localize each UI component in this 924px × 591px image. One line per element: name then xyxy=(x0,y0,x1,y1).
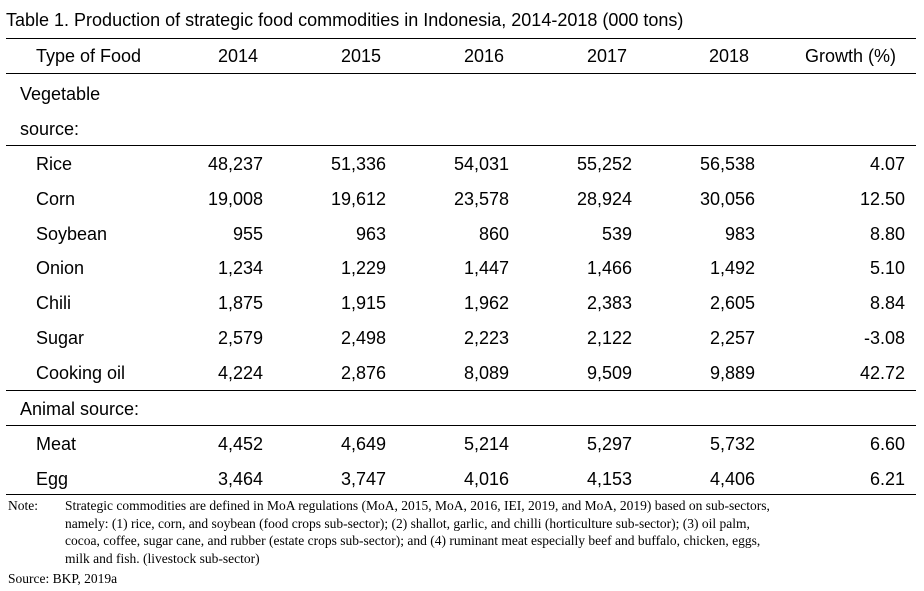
section-label-animal: Animal source: xyxy=(20,399,140,419)
table-cell: 860 xyxy=(478,224,509,244)
column-header: 2016 xyxy=(464,46,505,66)
table-cell: 1,875 xyxy=(217,293,263,313)
section-rule xyxy=(6,425,916,426)
table-cell: 8.80 xyxy=(869,224,905,244)
note-line: cocoa, coffee, sugar cane, and rubber (e… xyxy=(65,533,761,548)
table-cell: 56,538 xyxy=(699,154,755,174)
table-cell: 5,732 xyxy=(709,434,755,454)
top-rule xyxy=(6,38,916,39)
column-header: Type of Food xyxy=(36,46,142,66)
row-label: Sugar xyxy=(36,328,85,348)
table-cell: 539 xyxy=(601,224,632,244)
table-cell: 8.84 xyxy=(869,293,905,313)
column-header: 2014 xyxy=(218,46,259,66)
section-label-vegetable: source: xyxy=(20,119,80,139)
table-cell: 3,464 xyxy=(217,469,263,489)
header-rule xyxy=(6,73,916,74)
table-cell: -3.08 xyxy=(863,328,905,348)
table-cell: 42.72 xyxy=(859,363,905,383)
table-cell: 955 xyxy=(232,224,263,244)
table-cell: 6.60 xyxy=(869,434,905,454)
table-cell: 4,649 xyxy=(340,434,386,454)
row-label: Chili xyxy=(36,293,72,313)
table-cell: 1,447 xyxy=(463,258,509,278)
note-line: Strategic commodities are defined in MoA… xyxy=(65,498,770,513)
row-label: Corn xyxy=(36,189,76,209)
table-cell: 19,612 xyxy=(330,189,386,209)
table-cell: 5,297 xyxy=(586,434,632,454)
note-line: namely: (1) rice, corn, and soybean (foo… xyxy=(65,515,750,531)
table-cell: 30,056 xyxy=(699,189,755,209)
bottom-rule xyxy=(6,494,916,495)
table-cell: 2,383 xyxy=(586,293,632,313)
table-cell: 8,089 xyxy=(463,363,509,383)
column-header: Growth (%) xyxy=(805,46,897,66)
table-cell: 9,509 xyxy=(586,363,632,383)
section-rule xyxy=(6,145,916,146)
table-cell: 5.10 xyxy=(869,258,905,278)
table-cell: 5,214 xyxy=(463,434,509,454)
row-label: Rice xyxy=(36,154,73,174)
table-cell: 23,578 xyxy=(453,189,509,209)
table-cell: 2,498 xyxy=(340,328,386,348)
table-cell: 54,031 xyxy=(453,154,509,174)
column-header: 2015 xyxy=(341,46,382,66)
source-line: Source: BKP, 2019a xyxy=(8,571,118,586)
table-cell: 51,336 xyxy=(330,154,386,174)
table-cell: 2,876 xyxy=(340,363,386,383)
table-cell: 48,237 xyxy=(207,154,263,174)
row-label: Meat xyxy=(36,434,77,454)
table-cell: 9,889 xyxy=(709,363,755,383)
table-cell: 963 xyxy=(355,224,386,244)
section-label-vegetable: Vegetable xyxy=(20,84,101,104)
table-cell: 4,224 xyxy=(217,363,263,383)
table-cell: 2,122 xyxy=(586,328,632,348)
table-cell: 28,924 xyxy=(576,189,632,209)
column-header: 2017 xyxy=(587,46,628,66)
table-cell: 12.50 xyxy=(859,189,905,209)
table-cell: 4,153 xyxy=(586,469,632,489)
table-cell: 1,915 xyxy=(340,293,386,313)
row-label: Cooking oil xyxy=(36,363,126,383)
table-cell: 983 xyxy=(724,224,755,244)
table-cell: 1,962 xyxy=(463,293,509,313)
table-cell: 1,229 xyxy=(340,258,386,278)
table-cell: 2,257 xyxy=(709,328,755,348)
table-cell: 2,579 xyxy=(217,328,263,348)
column-header: 2018 xyxy=(709,46,750,66)
table-cell: 4,452 xyxy=(217,434,263,454)
note-line: milk and fish. (livestock sub-sector) xyxy=(65,550,260,566)
table-cell: 4,406 xyxy=(709,469,755,489)
table-cell: 1,466 xyxy=(586,258,632,278)
table-cell: 2,223 xyxy=(463,328,509,348)
note-label: Note: xyxy=(8,498,38,513)
section-rule xyxy=(6,390,916,391)
table-cell: 3,747 xyxy=(340,469,386,489)
table-cell: 19,008 xyxy=(207,189,263,209)
row-label: Onion xyxy=(36,258,85,278)
table-cell: 4.07 xyxy=(869,154,905,174)
row-label: Egg xyxy=(36,469,69,489)
table-cell: 2,605 xyxy=(709,293,755,313)
table-cell: 1,492 xyxy=(709,258,755,278)
table-cell: 1,234 xyxy=(217,258,263,278)
table-cell: 4,016 xyxy=(463,469,509,489)
table-title: Table 1. Production of strategic food co… xyxy=(6,10,684,30)
table-cell: 6.21 xyxy=(869,469,905,489)
row-label: Soybean xyxy=(36,224,108,244)
table-cell: 55,252 xyxy=(576,154,632,174)
